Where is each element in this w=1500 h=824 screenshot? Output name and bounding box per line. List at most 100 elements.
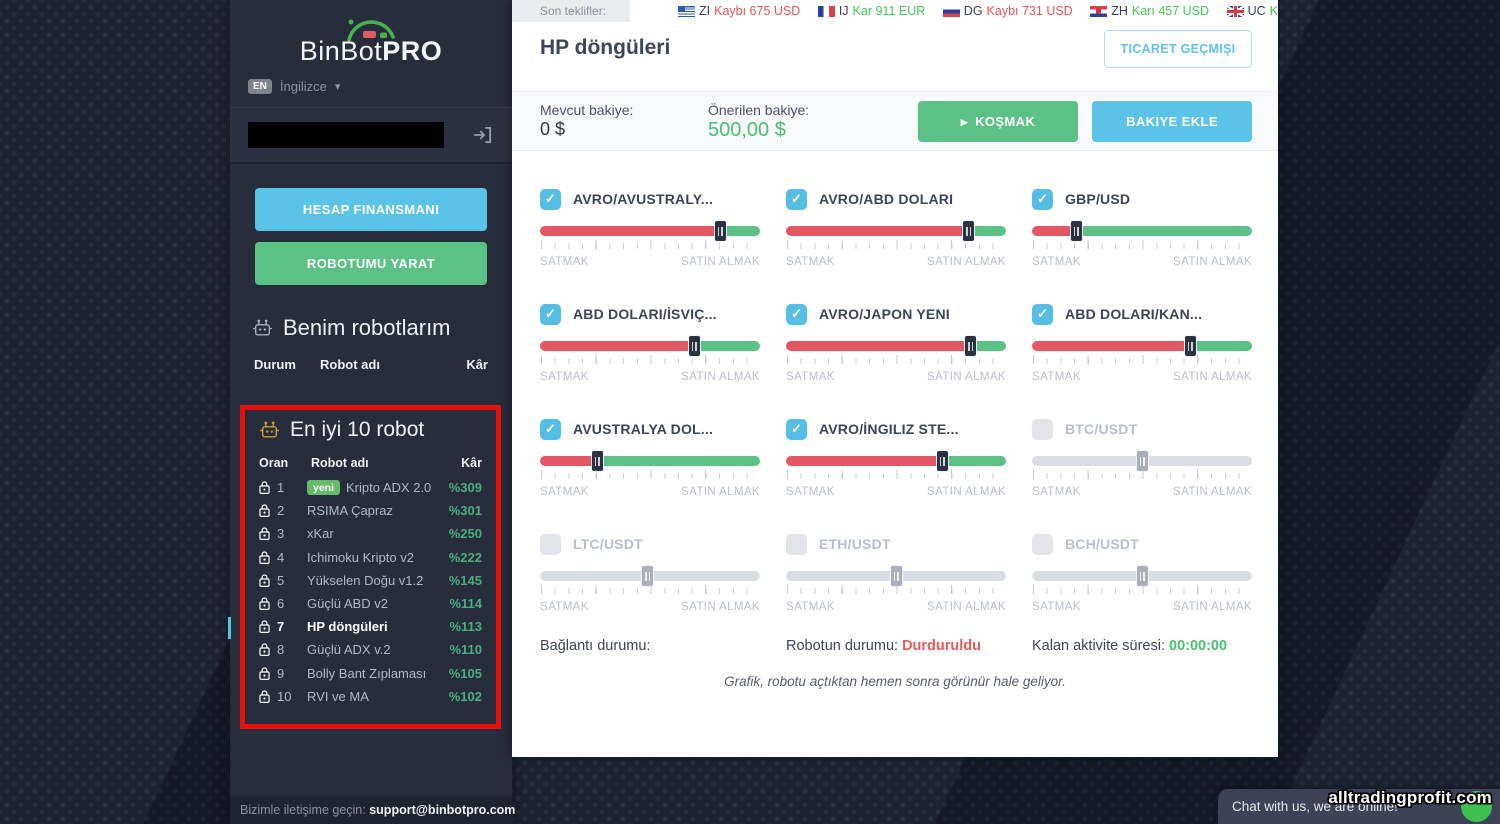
robot-profit: %110 <box>449 642 482 658</box>
pair-label: AVRO/ABD DOLARI <box>819 191 954 207</box>
pair-checkbox[interactable] <box>786 188 807 210</box>
top-robot-row[interactable]: 8 Güçlü ADX v.2 %110 <box>255 638 486 661</box>
robot-name: RSIMA Çapraz <box>307 503 393 519</box>
slider-ticks <box>786 585 1006 594</box>
top-robot-row[interactable]: 1 yeni Kripto ADX 2.0 %309 <box>255 476 486 499</box>
pair-label: AVRO/JAPON YENI <box>819 306 950 322</box>
satin-almak-label: SATIN ALMAK <box>681 486 760 498</box>
top-robot-row[interactable]: 9 Bolly Bant Zıplaması %105 <box>255 662 486 685</box>
pair-label: ABD DOLARI/İSVIÇ... <box>573 306 717 322</box>
slider-handle[interactable] <box>935 450 949 472</box>
pair-slider[interactable] <box>540 335 760 357</box>
brand-logo: BinBotPRO <box>230 0 512 67</box>
balance-bar: Mevcut bakiye: 0 $ Önerilen bakiye: 500,… <box>512 91 1278 151</box>
pair-checkbox[interactable] <box>786 418 807 440</box>
slider-handle[interactable] <box>1135 565 1149 587</box>
slider-ticks <box>1032 355 1252 364</box>
ticker-code: IJ <box>838 4 849 18</box>
slider-sell-track <box>1032 571 1142 581</box>
pair-module: AVRO/JAPON YENI SATMAK SATIN ALMAK <box>786 303 1006 383</box>
ticker-item: ZH Karı 457 USD <box>1090 4 1209 18</box>
pair-slider[interactable] <box>540 450 760 472</box>
pair-checkbox[interactable] <box>786 533 807 555</box>
slider-handle[interactable] <box>1069 220 1083 242</box>
slider-handle[interactable] <box>641 565 655 587</box>
pair-slider[interactable] <box>1032 220 1252 242</box>
pair-checkbox[interactable] <box>540 418 561 440</box>
pair-checkbox[interactable] <box>1032 533 1053 555</box>
top-robot-row[interactable]: 7 HP döngüleri %113 <box>255 615 486 638</box>
robot-gold-icon <box>260 421 279 438</box>
ticker-code: ZI <box>699 4 711 18</box>
robot-icon <box>253 319 272 336</box>
pair-module: AVRO/ABD DOLARI SATMAK SATIN ALMAK <box>786 188 1006 268</box>
pair-slider[interactable] <box>540 220 760 242</box>
pair-label: ABD DOLARI/KAN... <box>1065 306 1203 322</box>
slider-handle[interactable] <box>962 220 976 242</box>
top-robots-list: 1 yeni Kripto ADX 2.0 %309 2 RSIMA Çapraz… <box>255 476 486 708</box>
pair-checkbox[interactable] <box>786 303 807 325</box>
satin-almak-label: SATIN ALMAK <box>1173 601 1252 613</box>
pair-label: AVUSTRALYA DOL... <box>573 421 714 437</box>
pair-slider[interactable] <box>1032 565 1252 587</box>
ticker-items: ZI Kaybı 675 USD IJ Kar 911 EUR DG Kaybı… <box>630 4 1278 18</box>
language-selector[interactable]: EN İngilizce <box>230 67 512 95</box>
pair-checkbox[interactable] <box>540 533 561 555</box>
pair-label: BCH/USDT <box>1065 536 1139 552</box>
slider-handle[interactable] <box>590 450 604 472</box>
satmak-label: SATMAK <box>786 601 835 613</box>
slider-handle[interactable] <box>1183 335 1197 357</box>
pair-slider[interactable] <box>1032 450 1252 472</box>
trade-history-button[interactable]: TICARET GEÇMIŞI <box>1104 30 1252 68</box>
robot-name: yeni Kripto ADX 2.0 <box>307 480 449 496</box>
top-robots-header: Oran Robot adı Kâr <box>255 442 486 476</box>
slider-handle[interactable] <box>889 565 903 587</box>
run-button[interactable]: ▶ KOŞMAK <box>918 101 1078 142</box>
top-robot-row[interactable]: 2 RSIMA Çapraz %301 <box>255 499 486 522</box>
pair-slider[interactable] <box>786 220 1006 242</box>
pair-slider[interactable] <box>540 565 760 587</box>
slider-buy-track <box>647 571 760 581</box>
pair-slider[interactable] <box>786 450 1006 472</box>
top-robot-row[interactable]: 3 xKar %250 <box>255 522 486 545</box>
top-robot-row[interactable]: 6 Güçlü ABD v2 %114 <box>255 592 486 615</box>
pair-checkbox[interactable] <box>1032 418 1053 440</box>
create-robot-button[interactable]: ROBOTUMU YARAT <box>255 242 487 285</box>
satmak-label: SATMAK <box>786 371 835 383</box>
ticker-item: UC K <box>1226 4 1278 18</box>
uk-flag-icon <box>1226 5 1244 17</box>
pair-slider[interactable] <box>1032 335 1252 357</box>
pair-checkbox[interactable] <box>540 188 561 210</box>
add-balance-button[interactable]: BAKIYE EKLE <box>1092 101 1252 142</box>
lock-icon <box>259 504 277 518</box>
top-robot-row[interactable]: 10 RVI ve MA %102 <box>255 685 486 708</box>
ticker-result: Kar 911 EUR <box>852 4 926 18</box>
pair-checkbox[interactable] <box>1032 188 1053 210</box>
account-field-redacted[interactable] <box>248 122 444 148</box>
contact-email[interactable]: support@binbotpro.com <box>369 803 516 817</box>
pair-checkbox[interactable] <box>1032 303 1053 325</box>
robot-rank: 4 <box>277 549 285 565</box>
slider-handle[interactable] <box>687 335 701 357</box>
account-funding-button[interactable]: HESAP FINANSMANI <box>255 188 487 231</box>
top-robot-row[interactable]: 5 Yükselen Doğu v1.2 %145 <box>255 569 486 592</box>
slider-handle[interactable] <box>1135 450 1149 472</box>
column-robot-adi: Robot adı <box>320 357 380 372</box>
pair-module: ETH/USDT SATMAK SATIN ALMAK <box>786 533 1006 613</box>
chat-widget[interactable]: Chat with us, we are online! <box>1218 789 1500 824</box>
login-icon[interactable] <box>472 124 494 146</box>
slider-handle[interactable] <box>964 335 978 357</box>
robot-name: Güçlü ADX v.2 <box>307 642 391 658</box>
slider-ticks <box>540 240 760 249</box>
slider-handle[interactable] <box>713 220 727 242</box>
pair-checkbox[interactable] <box>540 303 561 325</box>
pair-module: AVRO/İNGILIZ STE... SATMAK SATIN ALMAK <box>786 418 1006 498</box>
slider-buy-track <box>896 571 1006 581</box>
lock-icon <box>259 597 277 610</box>
pair-label: AVRO/İNGILIZ STE... <box>819 421 959 437</box>
pair-slider[interactable] <box>786 565 1006 587</box>
robot-rank: 7 <box>277 619 285 635</box>
pair-slider[interactable] <box>786 335 1006 357</box>
top-robot-row[interactable]: 4 Ichimoku Kripto v2 %222 <box>255 546 486 569</box>
